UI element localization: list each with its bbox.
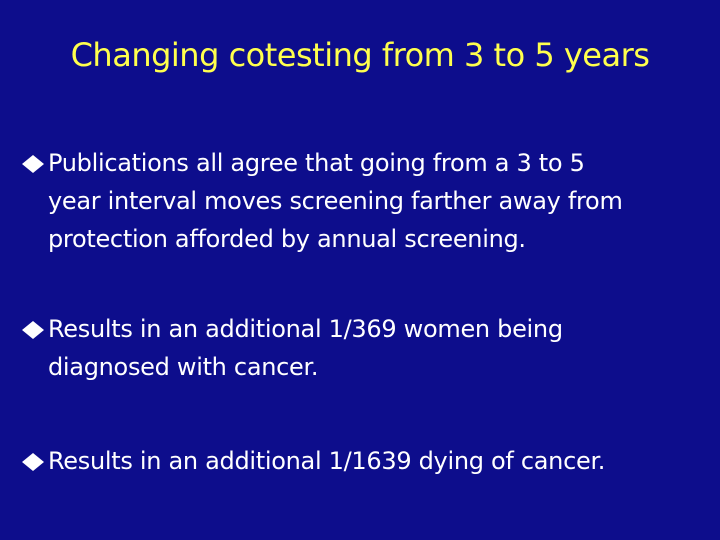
bullet-line: Results in an additional 1/1639 dying of… bbox=[48, 447, 606, 475]
bullet-line: year interval moves screening farther aw… bbox=[48, 187, 623, 215]
bullet-line: Publications all agree that going from a… bbox=[48, 149, 585, 177]
bullet: Results in an additional 1/369 women bei… bbox=[22, 310, 563, 386]
bullet-line: Results in an additional 1/369 women bei… bbox=[48, 315, 563, 343]
bullet-line: protection afforded by annual screening. bbox=[48, 225, 526, 253]
bullet-line: diagnosed with cancer. bbox=[48, 353, 319, 381]
bullet-marker bbox=[22, 453, 44, 471]
bullet: Results in an additional 1/1639 dying of… bbox=[22, 442, 605, 480]
bullet-marker bbox=[22, 321, 44, 339]
slide-title: Changing cotesting from 3 to 5 years bbox=[70, 36, 650, 74]
bullet: Publications all agree that going from a… bbox=[22, 144, 623, 258]
bullet-marker bbox=[22, 155, 44, 173]
